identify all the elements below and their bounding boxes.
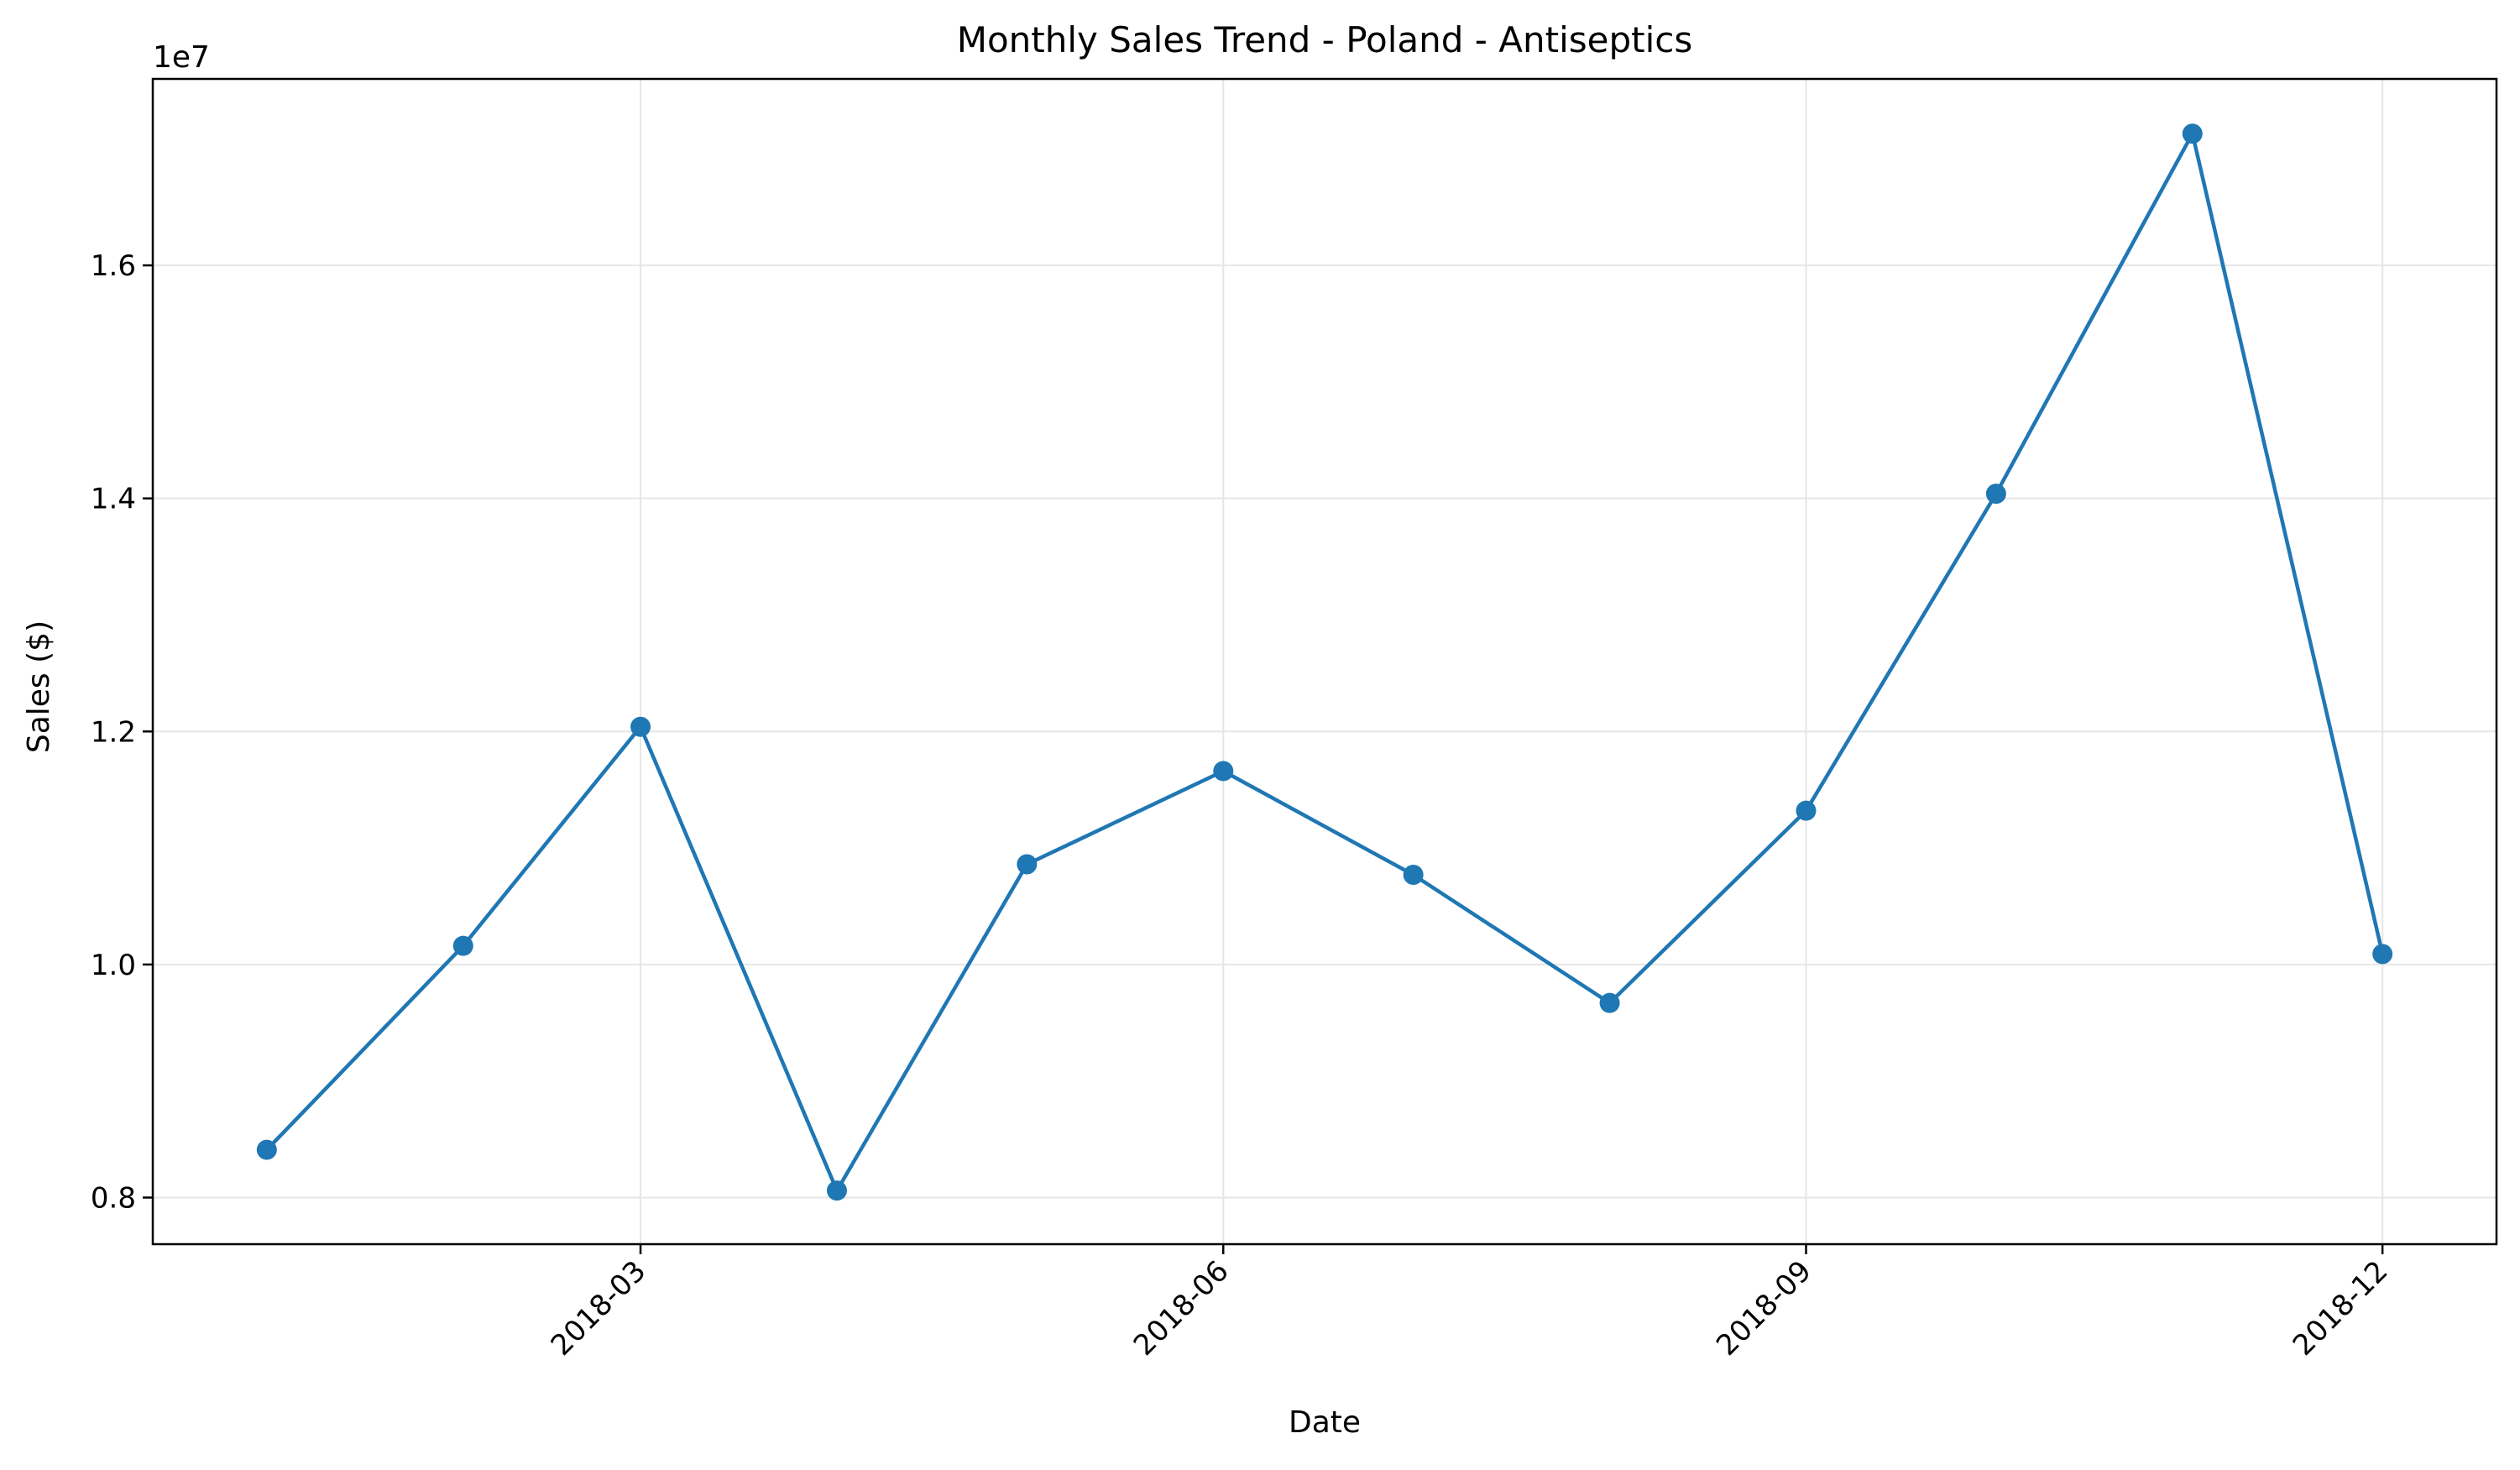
chart-title: Monthly Sales Trend - Poland - Antisepti… bbox=[957, 19, 1693, 60]
data-point bbox=[1017, 854, 1038, 875]
y-tick-label: 1.6 bbox=[91, 249, 136, 283]
series-line bbox=[265, 131, 2385, 1193]
data-point bbox=[1985, 484, 2006, 505]
y-tick-label: 1.4 bbox=[91, 483, 136, 516]
x-tick-label: 2018-03 bbox=[545, 1254, 653, 1363]
axis-ticks: 2018-03 2018-06 2018-09 2018-12 0.8 1.0 1.2 1.4… bbox=[91, 249, 2395, 1363]
data-point bbox=[452, 935, 473, 956]
data-point bbox=[2372, 944, 2393, 965]
data-point bbox=[1796, 800, 1817, 821]
y-tick-label: 0.8 bbox=[91, 1181, 136, 1215]
axes bbox=[151, 77, 2498, 1246]
data-point bbox=[1213, 761, 1234, 782]
x-tick-label: 2018-09 bbox=[1710, 1254, 1818, 1363]
x-tick-label: 2018-06 bbox=[1127, 1254, 1236, 1363]
x-tick-label: 2018-12 bbox=[2287, 1254, 2395, 1363]
data-point bbox=[2182, 123, 2203, 144]
y-offset-label: 1e7 bbox=[153, 40, 210, 75]
data-point bbox=[630, 716, 651, 737]
y-tick-label: 1.2 bbox=[91, 715, 136, 749]
data-point bbox=[256, 1139, 277, 1160]
data-point bbox=[826, 1180, 847, 1201]
data-series bbox=[256, 123, 2393, 1201]
data-point bbox=[1403, 865, 1424, 886]
y-axis-label: Sales ($) bbox=[22, 620, 56, 753]
x-axis-label: Date bbox=[1289, 1405, 1361, 1440]
grid-lines bbox=[153, 79, 2496, 1244]
plot-frame bbox=[151, 77, 2498, 1246]
data-point bbox=[1599, 992, 1620, 1013]
y-tick-label: 1.0 bbox=[91, 949, 136, 982]
